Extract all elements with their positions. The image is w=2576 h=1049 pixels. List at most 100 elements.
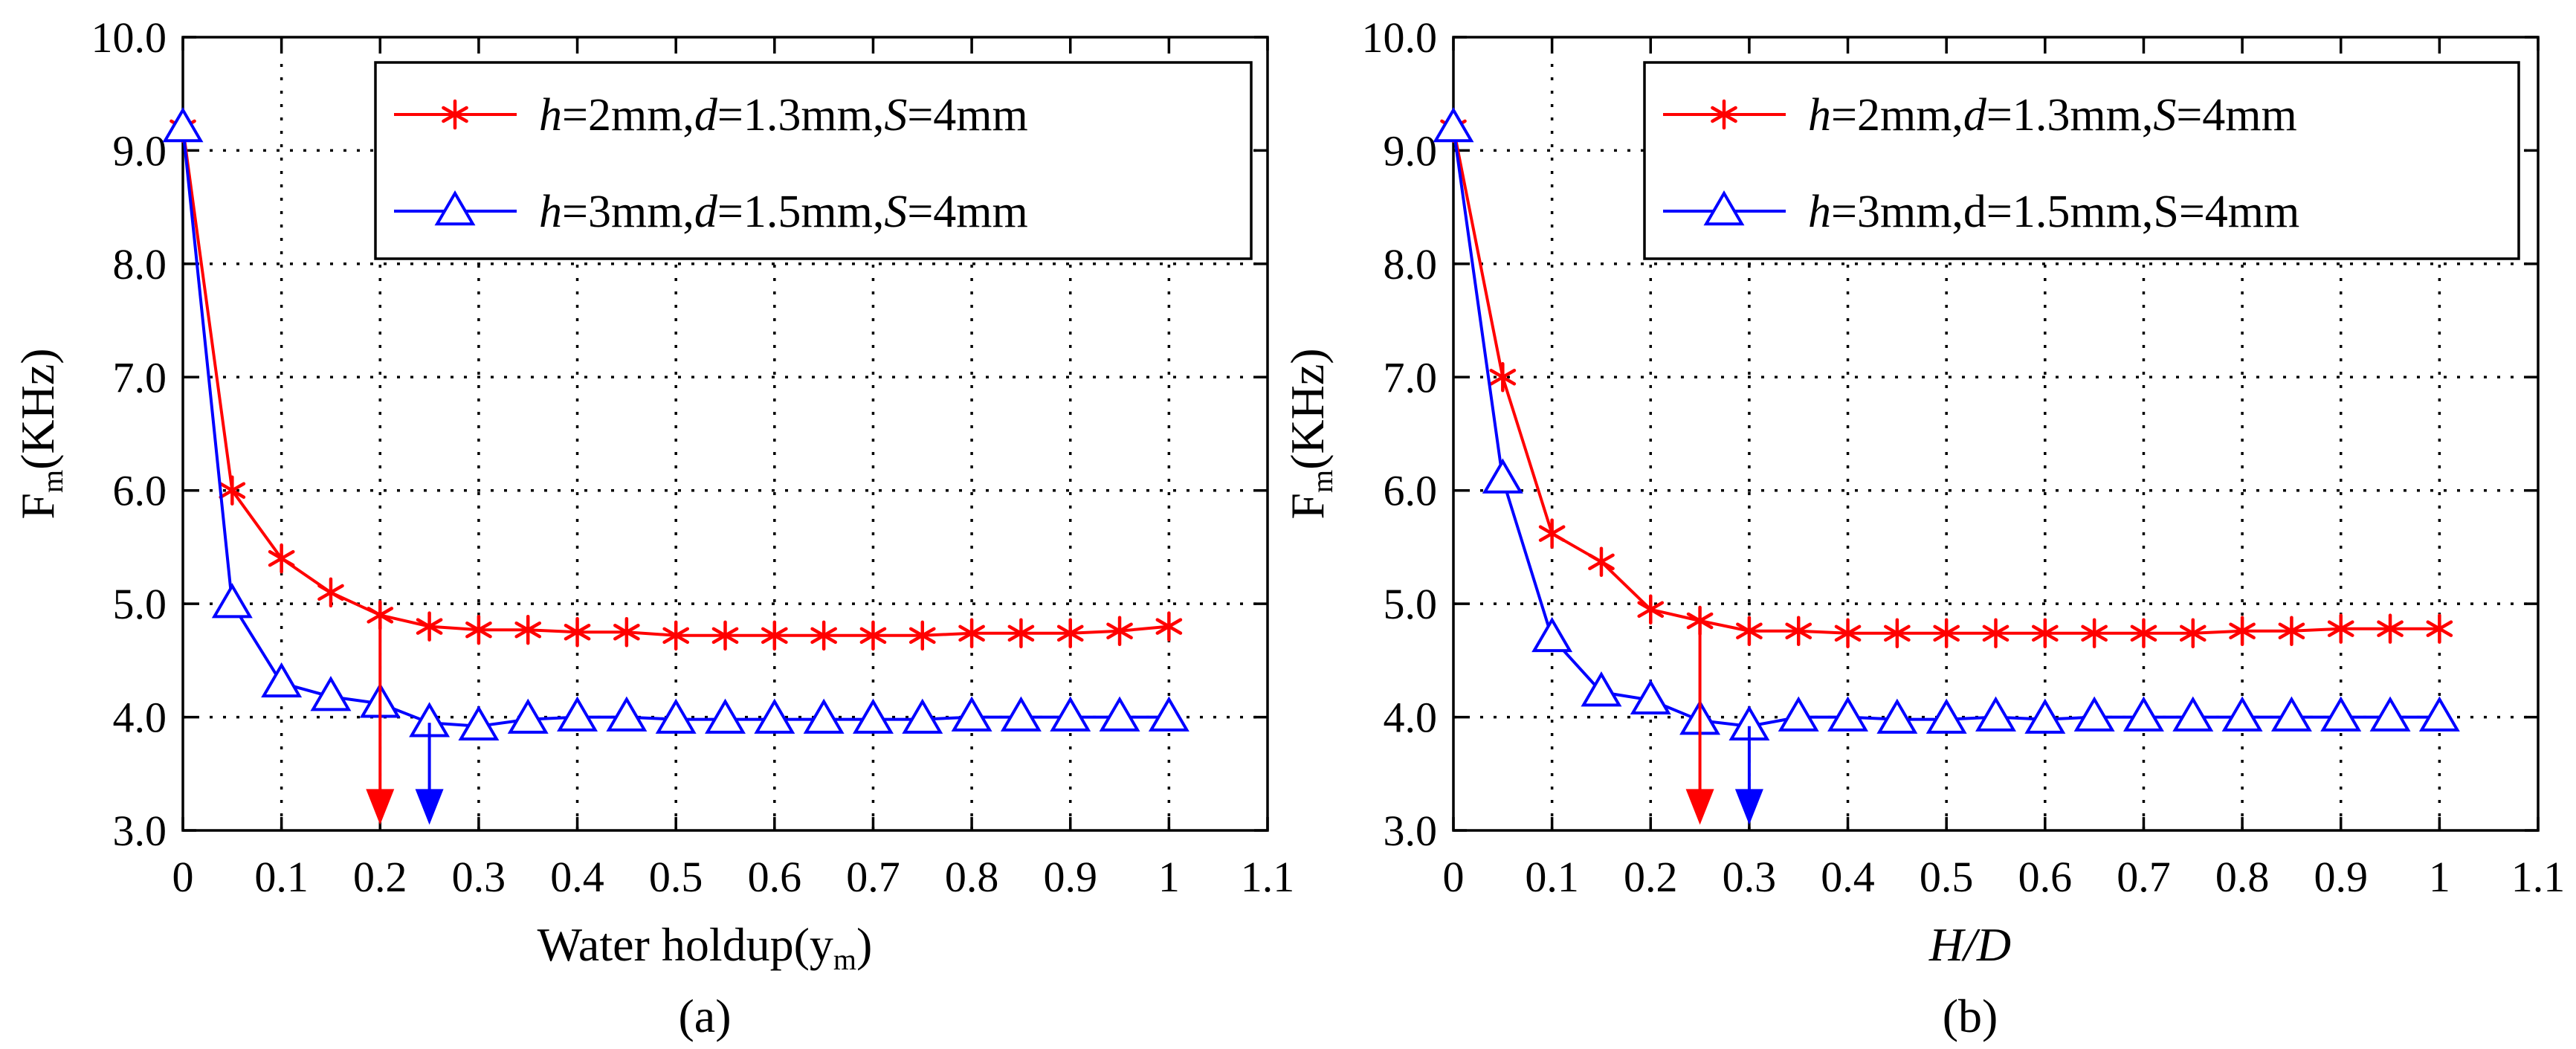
triangle-marker bbox=[211, 583, 253, 619]
x-tick-label: 0.3 bbox=[1723, 853, 1777, 901]
asterisk-marker bbox=[958, 618, 985, 649]
asterisk-marker bbox=[1106, 616, 1133, 646]
arrow-annotation bbox=[1685, 621, 1714, 825]
series-blue bbox=[162, 106, 1189, 741]
asterisk-marker bbox=[908, 620, 936, 651]
legend-label: h=2mm,d=1.3mm,S=4mm bbox=[539, 90, 1028, 141]
asterisk-marker bbox=[1834, 618, 1862, 649]
x-tick-label: 0.4 bbox=[1821, 853, 1875, 901]
x-tick-label: 0 bbox=[1443, 853, 1465, 901]
x-tick-label: 1 bbox=[2429, 853, 2450, 901]
y-tick-label: 6.0 bbox=[1384, 467, 1438, 515]
x-tick-label: 0 bbox=[172, 853, 194, 901]
asterisk-marker bbox=[810, 620, 837, 651]
asterisk-marker bbox=[662, 620, 690, 651]
asterisk-marker bbox=[1884, 618, 1911, 649]
asterisk-marker bbox=[442, 99, 468, 130]
asterisk-marker bbox=[2081, 618, 2108, 649]
triangle-marker bbox=[2024, 698, 2066, 734]
asterisk-marker bbox=[1489, 362, 1517, 393]
asterisk-marker bbox=[1785, 616, 1812, 646]
triangle-marker bbox=[162, 106, 204, 143]
triangle-marker bbox=[2221, 696, 2263, 732]
asterisk-marker bbox=[2179, 618, 2207, 649]
arrow-annotation bbox=[415, 723, 444, 825]
triangle-marker bbox=[1000, 696, 1042, 732]
triangle-marker bbox=[1827, 696, 1869, 732]
y-tick-label: 10.0 bbox=[1362, 13, 1438, 62]
x-tick-label: 0.4 bbox=[550, 853, 604, 901]
y-tick-label: 8.0 bbox=[1384, 240, 1438, 288]
x-tick-label: 0.5 bbox=[649, 853, 703, 901]
asterisk-marker bbox=[1588, 546, 1615, 577]
x-tick-label: 1 bbox=[1158, 853, 1180, 901]
triangle-marker bbox=[1975, 696, 2016, 732]
y-tick-label: 9.0 bbox=[113, 126, 167, 175]
asterisk-marker bbox=[1736, 616, 1763, 646]
triangle-marker bbox=[2172, 696, 2214, 732]
legend-label: h=3mm,d=1.5mm,S=4mm bbox=[1808, 187, 2299, 237]
triangle-marker bbox=[1630, 679, 1671, 714]
triangle-marker bbox=[1148, 696, 1189, 732]
arrow-head bbox=[1685, 789, 1714, 825]
triangle-marker bbox=[2369, 696, 2411, 732]
triangle-marker bbox=[434, 190, 476, 226]
y-axis-label: Fm(KHz) bbox=[11, 348, 69, 519]
x-tick-label: 0.6 bbox=[748, 853, 802, 901]
legend-label: h=2mm,d=1.3mm,S=4mm bbox=[1808, 90, 2297, 141]
y-tick-label: 10.0 bbox=[91, 13, 167, 62]
x-tick-label: 0.1 bbox=[254, 853, 309, 901]
triangle-marker bbox=[705, 698, 746, 734]
y-tick-label: 3.0 bbox=[1384, 807, 1438, 855]
triangle-marker bbox=[2123, 696, 2164, 732]
x-tick-label: 0.7 bbox=[846, 853, 900, 901]
x-axis-label: H/D bbox=[1928, 918, 2011, 971]
asterisk-marker bbox=[268, 543, 295, 574]
triangle-marker bbox=[507, 698, 549, 734]
triangle-marker bbox=[1482, 458, 1523, 494]
triangle-marker bbox=[557, 696, 598, 732]
triangle-marker bbox=[1876, 698, 1918, 734]
asterisk-marker bbox=[317, 577, 344, 608]
triangle-marker bbox=[1703, 190, 1745, 226]
triangle-marker bbox=[655, 698, 697, 734]
x-tick-label: 0.3 bbox=[452, 853, 506, 901]
y-tick-label: 8.0 bbox=[113, 240, 167, 288]
triangle-marker bbox=[606, 696, 648, 732]
legend: h=2mm,d=1.3mm,S=4mm h=3mm,d=1.5mm,S=4mm bbox=[1643, 61, 2520, 260]
x-tick-label: 1.1 bbox=[1241, 853, 1295, 901]
triangle-marker bbox=[2320, 696, 2362, 732]
y-tick-label: 5.0 bbox=[1384, 580, 1438, 628]
triangle-marker bbox=[1531, 616, 1573, 653]
y-tick-label: 4.0 bbox=[1384, 694, 1438, 742]
triangle-marker bbox=[458, 705, 500, 741]
arrow-annotation bbox=[366, 615, 395, 825]
series-red bbox=[1440, 112, 2453, 649]
x-tick-label: 0.8 bbox=[945, 853, 999, 901]
asterisk-marker bbox=[2278, 616, 2305, 646]
x-tick-label: 1.1 bbox=[2511, 853, 2566, 901]
arrow-head bbox=[1734, 789, 1763, 825]
triangle-marker bbox=[2270, 696, 2312, 732]
legend-item: h=2mm,d=1.3mm,S=4mm bbox=[394, 90, 1028, 141]
triangle-marker bbox=[261, 662, 303, 698]
legend-label: h=3mm,d=1.5mm,S=4mm bbox=[539, 187, 1028, 237]
x-tick-label: 0.8 bbox=[2215, 853, 2270, 901]
plot-frame bbox=[181, 36, 1269, 832]
asterisk-marker bbox=[416, 611, 443, 642]
asterisk-marker bbox=[711, 620, 739, 651]
asterisk-marker bbox=[2377, 613, 2404, 644]
asterisk-marker bbox=[2229, 616, 2256, 646]
y-tick-label: 9.0 bbox=[1384, 126, 1438, 175]
y-tick-label: 6.0 bbox=[113, 467, 167, 515]
asterisk-marker bbox=[1155, 611, 1183, 642]
legend: h=2mm,d=1.3mm,S=4mm h=3mm,d=1.5mm,S=4mm bbox=[374, 61, 1253, 260]
triangle-marker bbox=[1433, 106, 1474, 143]
asterisk-marker bbox=[465, 614, 492, 645]
arrow-head bbox=[415, 789, 444, 825]
y-axis-label: Fm(KHz) bbox=[1281, 348, 1339, 519]
triangle-marker bbox=[310, 676, 352, 711]
legend-box bbox=[374, 61, 1253, 260]
y-tick-label: 3.0 bbox=[113, 807, 167, 855]
